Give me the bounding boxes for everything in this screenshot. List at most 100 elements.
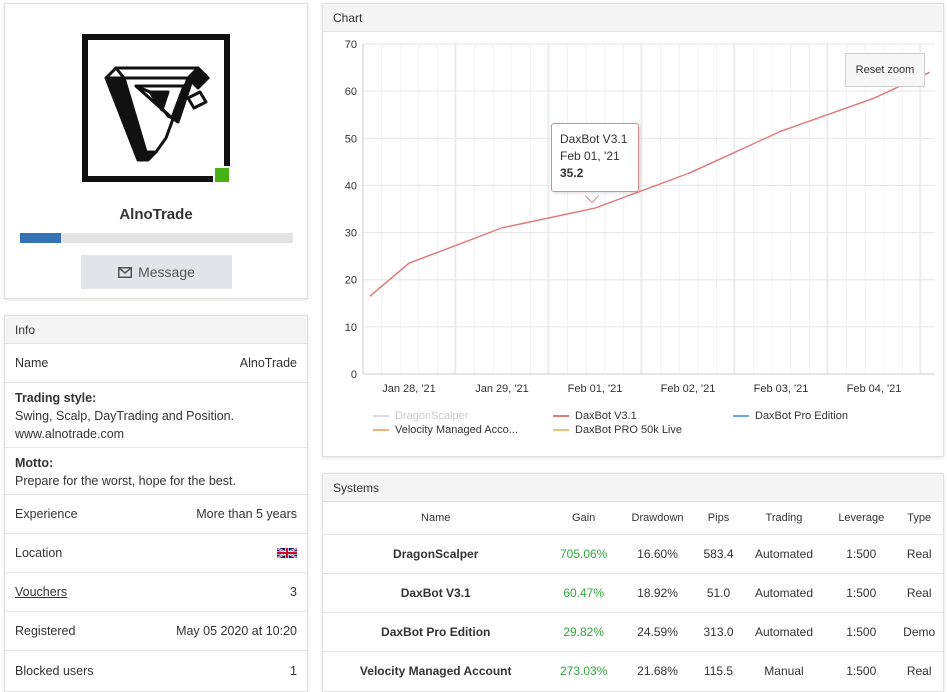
level-progress-bar: [20, 233, 293, 243]
profile-logo[interactable]: [82, 34, 230, 182]
tooltip-value: 35.2: [560, 166, 584, 180]
drawdown-cell: 18.92%: [618, 573, 697, 613]
experience-label: Experience: [15, 507, 78, 521]
pips-cell: 51.0: [696, 573, 741, 613]
y-tick-label: 0: [351, 369, 357, 381]
column-header[interactable]: Name: [323, 502, 549, 535]
column-header[interactable]: Leverage: [827, 502, 896, 535]
table-row[interactable]: DaxBot Pro Edition 29.82% 24.59% 313.0 Autom…: [323, 612, 943, 652]
pips-cell: 583.4: [696, 534, 741, 574]
y-tick-label: 70: [345, 39, 357, 51]
brand-logo-icon: [104, 66, 210, 162]
name-value: AlnoTrade: [239, 356, 297, 370]
column-header[interactable]: Pips: [696, 502, 741, 535]
table-row[interactable]: DaxBot V3.1 60.47% 18.92% 51.0 Automated 1:50…: [323, 573, 943, 613]
systems-header: Systems: [323, 474, 943, 502]
system-name-link[interactable]: DaxBot Pro Edition: [323, 612, 549, 652]
leverage-cell: 1:500: [827, 573, 896, 613]
trading-cell: Automated: [740, 573, 828, 613]
vouchers-link[interactable]: Vouchers: [15, 585, 68, 599]
legend-label: DaxBot Pro Edition: [755, 410, 848, 422]
system-name-link[interactable]: Velocity Managed Account: [359, 663, 512, 678]
info-row-experience: Experience More than 5 years: [5, 495, 307, 534]
x-tick-label: Feb 02, '21: [661, 383, 716, 395]
blocked-value: 1: [290, 663, 297, 678]
column-header[interactable]: Drawdown: [618, 502, 697, 535]
trading-style-url[interactable]: www.alnotrade.com: [15, 427, 125, 441]
trading-style-text: Swing, Scalp, DayTrading and Position.: [15, 409, 235, 423]
info-row-blocked: Blocked users 1: [5, 651, 307, 690]
tooltip-date: Feb 01, '21: [560, 149, 620, 163]
systems-table-header: Name Gain Drawdown Pips Trading Leverage Type: [323, 502, 943, 535]
legend-item[interactable]: Velocity Managed Acco...: [373, 424, 518, 436]
y-tick-label: 20: [345, 275, 357, 287]
y-tick-label: 40: [345, 180, 357, 192]
gain-cell: 705.06%: [548, 534, 619, 574]
info-card: Info Name AlnoTrade Trading style: Swing…: [4, 315, 308, 692]
series-line: [369, 71, 931, 297]
trading-cell: Manual: [764, 663, 804, 678]
legend-item[interactable]: DaxBot V3.1: [553, 410, 637, 422]
type-cell: Real: [906, 663, 932, 678]
info-row-location: Location: [5, 534, 307, 573]
legend-item[interactable]: DaxBot Pro Edition: [733, 410, 848, 422]
leverage-cell: 1:500: [827, 534, 896, 574]
chart-header: Chart: [323, 4, 943, 32]
chart-card: Chart 0 10 20 30 40 50 60 70 Jan 28, '21 Jan 29, …: [322, 3, 944, 457]
legend-item[interactable]: DaxBot PRO 50k Live: [553, 424, 682, 436]
experience-value: More than 5 years: [196, 507, 297, 521]
info-row-trading-style: Trading style: Swing, Scalp, DayTrading …: [5, 383, 307, 448]
message-button-label: Message: [138, 264, 195, 280]
motto-label: Motto:: [15, 456, 54, 470]
y-tick-label: 60: [345, 86, 357, 98]
table-row[interactable]: Velocity Managed Account 273.03% 21.68% 115…: [323, 651, 943, 690]
drawdown-cell: 21.68%: [637, 663, 678, 678]
legend-item[interactable]: DragonScalper: [373, 410, 468, 422]
trading-cell: Automated: [740, 534, 828, 574]
gain-cell: 273.03%: [559, 663, 608, 678]
blocked-label: Blocked users: [15, 663, 94, 678]
envelope-icon: [118, 266, 133, 278]
column-header[interactable]: Type: [895, 502, 943, 535]
y-tick-label: 50: [345, 133, 357, 145]
location-label: Location: [15, 546, 63, 560]
performance-chart[interactable]: 0 10 20 30 40 50 60 70 Jan 28, '21 Jan 29, '21 Feb…: [323, 32, 943, 402]
y-tick-label: 30: [345, 228, 357, 240]
registered-value: May 05 2020 at 10:20: [176, 624, 297, 638]
profile-card: AlnoTrade Message: [4, 3, 308, 299]
legend-label: DaxBot PRO 50k Live: [575, 424, 682, 436]
legend-swatch: [553, 415, 569, 417]
reset-zoom-button[interactable]: Reset zoom: [845, 53, 925, 87]
pips-cell: 313.0: [696, 612, 741, 652]
leverage-cell: 1:500: [846, 663, 877, 678]
message-button[interactable]: Message: [81, 255, 232, 289]
info-row-name: Name AlnoTrade: [5, 344, 307, 383]
x-tick-label: Jan 29, '21: [475, 383, 528, 395]
column-header[interactable]: Gain: [548, 502, 619, 535]
systems-table: Name Gain Drawdown Pips Trading Leverage Type …: [323, 502, 943, 690]
registered-label: Registered: [15, 624, 76, 638]
drawdown-cell: 16.60%: [618, 534, 697, 574]
system-name-link[interactable]: DaxBot V3.1: [323, 573, 549, 613]
leverage-cell: 1:500: [827, 612, 896, 652]
legend-label: DragonScalper: [395, 410, 469, 422]
gain-cell: 60.47%: [548, 573, 619, 613]
info-row-registered: Registered May 05 2020 at 10:20: [5, 612, 307, 651]
legend-label: DaxBot V3.1: [575, 410, 637, 422]
table-row[interactable]: DragonScalper 705.06% 16.60% 583.4 Automated…: [323, 534, 943, 574]
system-name-link[interactable]: DragonScalper: [323, 534, 549, 574]
x-tick-label: Jan 28, '21: [382, 383, 435, 395]
pips-cell: 115.5: [703, 663, 734, 678]
legend-label: Velocity Managed Acco...: [395, 424, 518, 436]
online-status-indicator: [213, 166, 231, 184]
vouchers-value: 3: [290, 585, 297, 599]
x-tick-label: Feb 04, '21: [847, 383, 902, 395]
info-header: Info: [5, 316, 307, 344]
profile-name: AlnoTrade: [119, 206, 193, 223]
column-header[interactable]: Trading: [740, 502, 828, 535]
trading-cell: Automated: [740, 612, 828, 652]
legend-swatch: [373, 429, 389, 431]
tooltip-series: DaxBot V3.1: [560, 132, 628, 146]
uk-flag-icon: [277, 547, 297, 559]
type-cell: Demo: [895, 612, 943, 652]
